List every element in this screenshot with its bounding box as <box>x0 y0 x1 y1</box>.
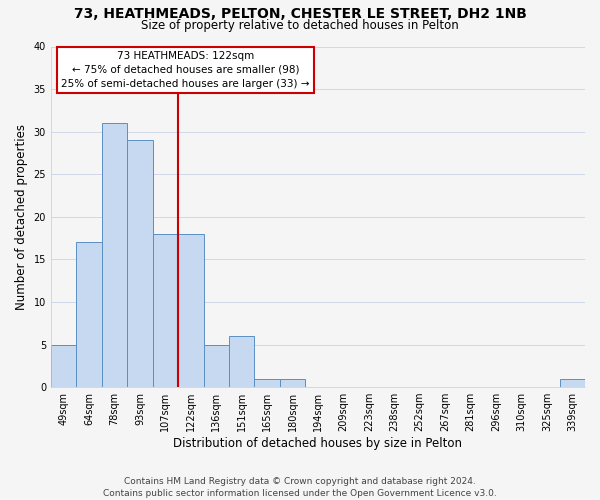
Bar <box>178 234 203 387</box>
Bar <box>127 140 152 387</box>
Text: Size of property relative to detached houses in Pelton: Size of property relative to detached ho… <box>141 19 459 32</box>
Bar <box>203 344 229 387</box>
Bar <box>560 378 585 387</box>
Bar <box>280 378 305 387</box>
Text: Contains HM Land Registry data © Crown copyright and database right 2024.
Contai: Contains HM Land Registry data © Crown c… <box>103 476 497 498</box>
Bar <box>229 336 254 387</box>
Bar <box>76 242 102 387</box>
Bar <box>51 344 76 387</box>
Y-axis label: Number of detached properties: Number of detached properties <box>15 124 28 310</box>
X-axis label: Distribution of detached houses by size in Pelton: Distribution of detached houses by size … <box>173 437 463 450</box>
Bar <box>102 123 127 387</box>
Text: 73 HEATHMEADS: 122sqm
← 75% of detached houses are smaller (98)
25% of semi-deta: 73 HEATHMEADS: 122sqm ← 75% of detached … <box>61 51 310 89</box>
Text: 73, HEATHMEADS, PELTON, CHESTER LE STREET, DH2 1NB: 73, HEATHMEADS, PELTON, CHESTER LE STREE… <box>74 8 526 22</box>
Bar <box>152 234 178 387</box>
Bar <box>254 378 280 387</box>
